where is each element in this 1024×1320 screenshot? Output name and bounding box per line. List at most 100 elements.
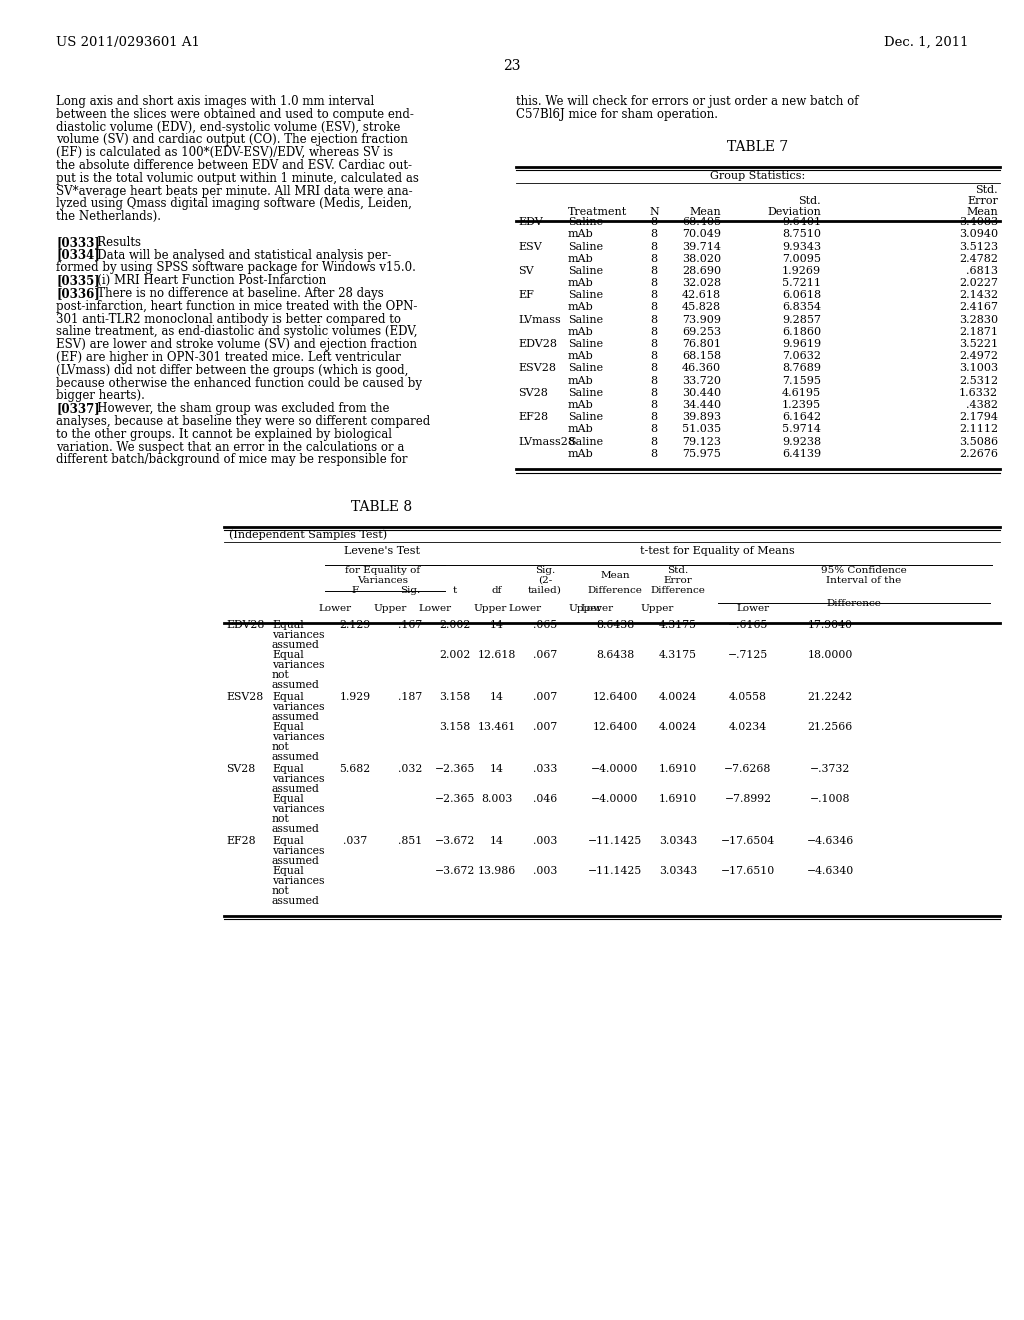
- Text: .4382: .4382: [966, 400, 998, 411]
- Text: 2.002: 2.002: [439, 649, 471, 660]
- Text: 8.7510: 8.7510: [782, 230, 821, 239]
- Text: Difference: Difference: [650, 586, 706, 594]
- Text: Variances: Variances: [357, 576, 408, 585]
- Text: 8.7689: 8.7689: [782, 363, 821, 374]
- Text: 13.461: 13.461: [478, 722, 516, 731]
- Text: Lower: Lower: [581, 603, 613, 612]
- Text: mAb: mAb: [568, 400, 594, 411]
- Text: 8: 8: [650, 363, 657, 374]
- Text: 6.1860: 6.1860: [782, 327, 821, 337]
- Text: 4.3175: 4.3175: [659, 649, 697, 660]
- Text: the absolute difference between EDV and ESV. Cardiac out-: the absolute difference between EDV and …: [56, 158, 412, 172]
- Text: 68.405: 68.405: [682, 216, 721, 227]
- Text: 14: 14: [490, 763, 504, 774]
- Text: 1.6910: 1.6910: [658, 793, 697, 804]
- Text: 3.5086: 3.5086: [958, 437, 998, 446]
- Text: 14: 14: [490, 692, 504, 702]
- Text: −4.6340: −4.6340: [806, 866, 854, 875]
- Text: assumed: assumed: [272, 680, 319, 689]
- Text: Difference: Difference: [588, 586, 642, 594]
- Text: Levene's Test: Levene's Test: [344, 545, 421, 556]
- Text: 68.158: 68.158: [682, 351, 721, 362]
- Text: assumed: assumed: [272, 640, 319, 649]
- Text: 46.360: 46.360: [682, 363, 721, 374]
- Text: EF: EF: [518, 290, 534, 300]
- Text: EDV: EDV: [518, 216, 543, 227]
- Text: 8: 8: [650, 265, 657, 276]
- Text: df: df: [492, 586, 502, 594]
- Text: to the other groups. It cannot be explained by biological: to the other groups. It cannot be explai…: [56, 428, 392, 441]
- Text: Mean: Mean: [967, 207, 998, 216]
- Text: 8.003: 8.003: [481, 793, 513, 804]
- Text: Std.: Std.: [799, 197, 821, 206]
- Text: variation. We suspect that an error in the calculations or a: variation. We suspect that an error in t…: [56, 441, 404, 454]
- Text: Std.: Std.: [976, 185, 998, 195]
- Text: 2.4167: 2.4167: [959, 302, 998, 313]
- Text: 3.0343: 3.0343: [658, 836, 697, 846]
- Text: EDV28: EDV28: [518, 339, 557, 348]
- Text: 8: 8: [650, 327, 657, 337]
- Text: bigger hearts).: bigger hearts).: [56, 389, 144, 403]
- Text: 5.7211: 5.7211: [782, 279, 821, 288]
- Text: 3.0343: 3.0343: [658, 866, 697, 875]
- Text: 8.6438: 8.6438: [596, 649, 634, 660]
- Text: 14: 14: [490, 836, 504, 846]
- Text: 8: 8: [650, 230, 657, 239]
- Text: 75.975: 75.975: [682, 449, 721, 459]
- Text: 8: 8: [650, 376, 657, 385]
- Text: 34.440: 34.440: [682, 400, 721, 411]
- Text: 4.3175: 4.3175: [659, 619, 697, 630]
- Text: 8: 8: [650, 412, 657, 422]
- Text: SV: SV: [518, 265, 534, 276]
- Text: variances: variances: [272, 846, 325, 855]
- Text: 8: 8: [650, 290, 657, 300]
- Text: Equal: Equal: [272, 793, 304, 804]
- Text: −11.1425: −11.1425: [588, 866, 642, 875]
- Text: LVmass28: LVmass28: [518, 437, 575, 446]
- Text: post-infarction, heart function in mice treated with the OPN-: post-infarction, heart function in mice …: [56, 300, 418, 313]
- Text: TABLE 8: TABLE 8: [351, 499, 413, 513]
- Text: TABLE 7: TABLE 7: [727, 140, 788, 153]
- Text: −4.0000: −4.0000: [591, 793, 639, 804]
- Text: not: not: [272, 813, 290, 824]
- Text: −7.8992: −7.8992: [724, 793, 771, 804]
- Text: 3.5221: 3.5221: [958, 339, 998, 348]
- Text: Treatment: Treatment: [568, 207, 628, 216]
- Text: Equal: Equal: [272, 619, 304, 630]
- Text: .032: .032: [397, 763, 422, 774]
- Text: 9.9619: 9.9619: [782, 339, 821, 348]
- Text: assumed: assumed: [272, 855, 319, 866]
- Text: −2.365: −2.365: [435, 763, 475, 774]
- Text: .033: .033: [532, 763, 557, 774]
- Text: Upper: Upper: [473, 603, 507, 612]
- Text: 2.5312: 2.5312: [958, 376, 998, 385]
- Text: 3.4083: 3.4083: [958, 216, 998, 227]
- Text: Long axis and short axis images with 1.0 mm interval: Long axis and short axis images with 1.0…: [56, 95, 374, 108]
- Text: 1.2395: 1.2395: [782, 400, 821, 411]
- Text: Upper: Upper: [640, 603, 674, 612]
- Text: 70.049: 70.049: [682, 230, 721, 239]
- Text: However, the sham group was excluded from the: However, the sham group was excluded fro…: [86, 403, 389, 416]
- Text: 45.828: 45.828: [682, 302, 721, 313]
- Text: mAb: mAb: [568, 279, 594, 288]
- Text: Deviation: Deviation: [767, 207, 821, 216]
- Text: 6.4139: 6.4139: [782, 449, 821, 459]
- Text: 13.986: 13.986: [478, 866, 516, 875]
- Text: 8: 8: [650, 314, 657, 325]
- Text: (i) MRI Heart Function Post-Infarction: (i) MRI Heart Function Post-Infarction: [86, 275, 327, 288]
- Text: 39.714: 39.714: [682, 242, 721, 252]
- Text: 2.1112: 2.1112: [958, 425, 998, 434]
- Text: because otherwise the enhanced function could be caused by: because otherwise the enhanced function …: [56, 376, 422, 389]
- Text: 9.2857: 9.2857: [782, 314, 821, 325]
- Text: 1.6910: 1.6910: [658, 763, 697, 774]
- Text: [0333]: [0333]: [56, 236, 100, 248]
- Text: Mean: Mean: [600, 570, 630, 579]
- Text: 8: 8: [650, 388, 657, 397]
- Text: Upper: Upper: [374, 603, 407, 612]
- Text: .065: .065: [532, 619, 557, 630]
- Text: EF28: EF28: [226, 836, 256, 846]
- Text: [0336]: [0336]: [56, 286, 99, 300]
- Text: assumed: assumed: [272, 824, 319, 834]
- Text: [0337]: [0337]: [56, 403, 99, 416]
- Text: variances: variances: [272, 630, 325, 640]
